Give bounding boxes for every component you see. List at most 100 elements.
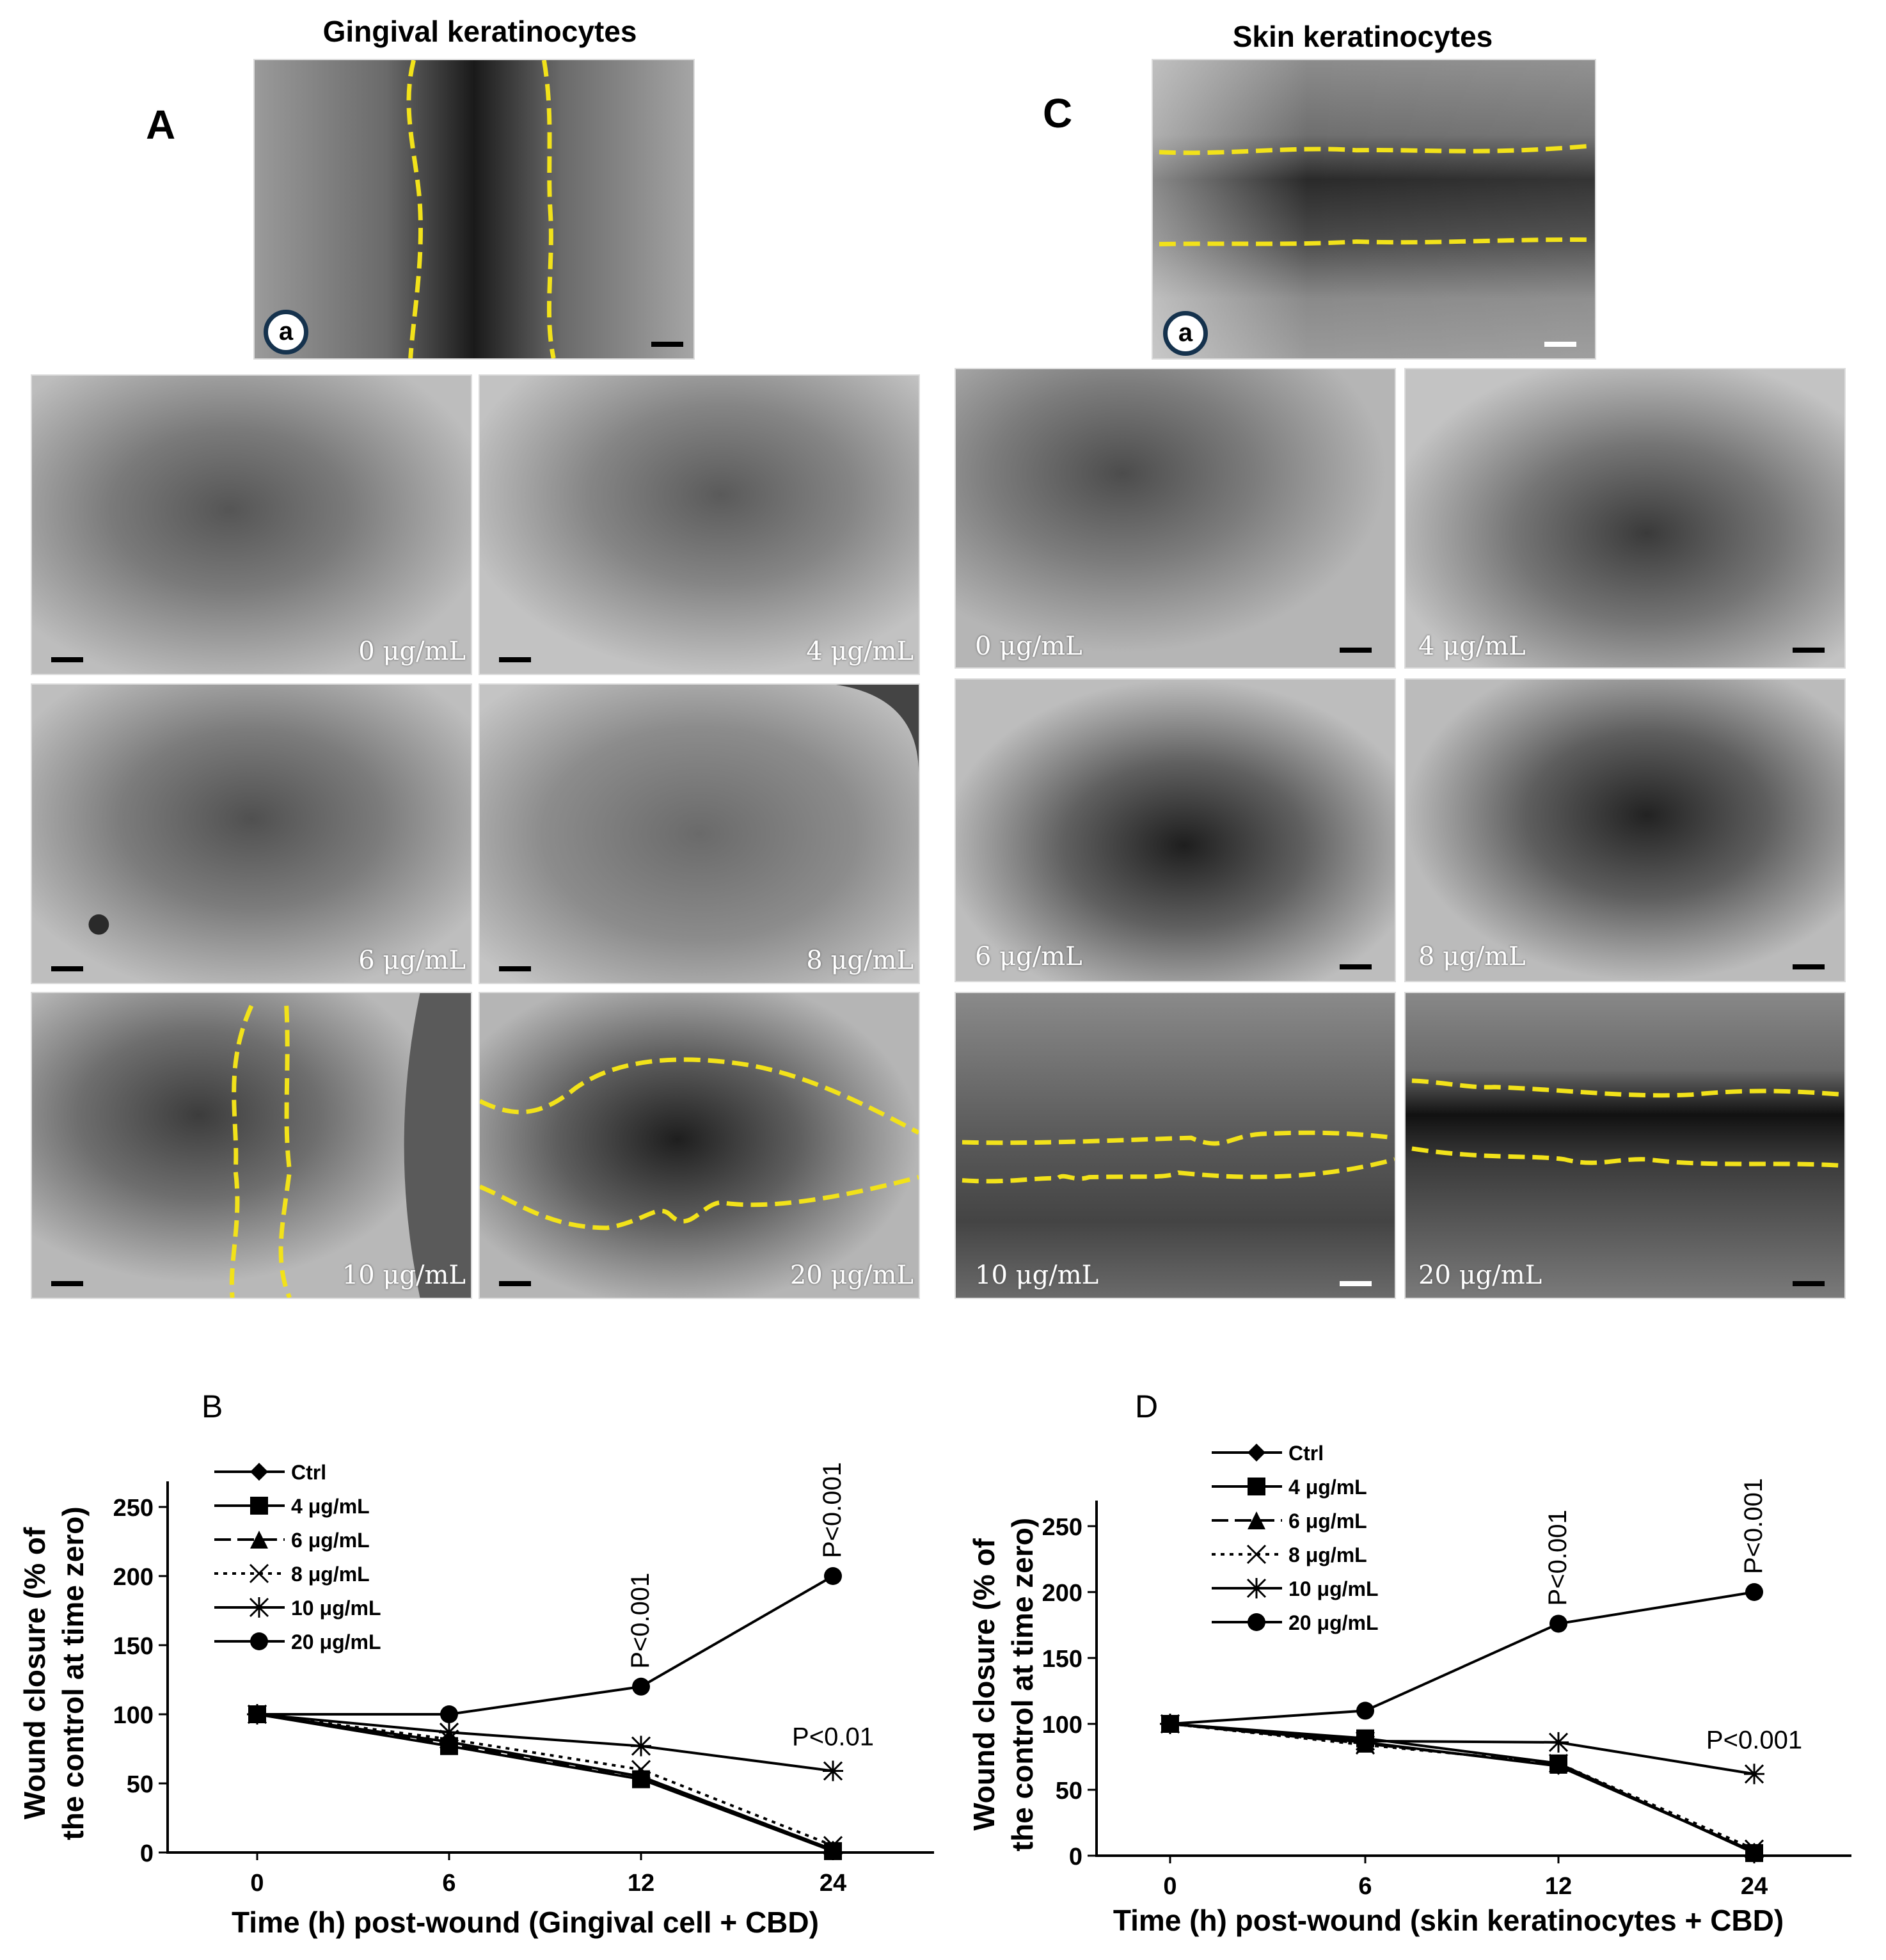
series-line (257, 1713, 834, 1847)
y-axis-label: the control at time zero) (56, 1506, 90, 1840)
x-tick-label: 24 (820, 1870, 846, 1897)
skin-panel-title: Skin keratinocytes (1232, 20, 1493, 53)
legend-label: 4 μg/mL (1288, 1476, 1367, 1499)
data-point (1745, 1842, 1763, 1861)
panel-letter-c: C (1043, 90, 1073, 136)
gingival-image-10: 10 μg/mL (31, 992, 472, 1299)
legend-marker (250, 1497, 268, 1515)
chart-d: D 0 50 100 150 200 250 0 6 12 24 Time (h) post-woun… (967, 1389, 1851, 1937)
concentration-label: 8 μg/mL (806, 946, 914, 975)
scale-bar (1340, 964, 1372, 969)
scale-bar (1793, 648, 1825, 653)
x-tick-label: 0 (1163, 1873, 1177, 1900)
concentration-label: 6 μg/mL (975, 942, 1082, 971)
data-point (631, 1760, 651, 1780)
y-tick-label: 0 (1069, 1844, 1082, 1870)
skin-reference-image: a (1152, 59, 1596, 360)
data-point (1744, 1839, 1764, 1859)
concentration-label: 0 μg/mL (358, 637, 466, 666)
x-tick-label: 24 (1741, 1873, 1768, 1900)
legend-label: 4 μg/mL (291, 1495, 370, 1518)
panel-letter: B (202, 1389, 223, 1424)
data-point (1549, 1614, 1567, 1633)
series-line (1169, 1591, 1755, 1725)
significance-annotation: P<0.001 (818, 1462, 846, 1558)
y-tick-label: 100 (1042, 1712, 1082, 1739)
y-tick-label: 150 (113, 1633, 154, 1660)
data-point (631, 1735, 651, 1757)
x-tick-label: 12 (628, 1870, 654, 1897)
x-axis-label: Time (h) post-wound (skin keratinocytes … (1113, 1904, 1784, 1937)
concentration-label: 10 μg/mL (342, 1261, 466, 1290)
x-axis-label: Time (h) post-wound (Gingival cell + CBD… (232, 1906, 819, 1939)
legend-marker (1248, 1613, 1265, 1631)
x-tick-label: 6 (442, 1870, 456, 1897)
legend-marker (250, 1632, 268, 1650)
x-tick-label: 12 (1545, 1873, 1572, 1900)
data-point (632, 1767, 650, 1786)
skin-image-20: 20 μg/mL (1404, 992, 1846, 1299)
scale-bar (1340, 648, 1372, 653)
gingival-reference-image: a (253, 59, 695, 360)
y-axis-label: the control at time zero) (1006, 1518, 1039, 1851)
legend-label: Ctrl (1288, 1442, 1324, 1465)
scale-bar (1544, 342, 1576, 347)
data-point (248, 1705, 266, 1723)
y-tick-label: 0 (140, 1840, 154, 1867)
y-tick-label: 50 (1056, 1778, 1082, 1805)
concentration-label: 4 μg/mL (1418, 632, 1526, 661)
skin-image-6: 6 μg/mL (955, 678, 1396, 982)
data-point (1745, 1583, 1763, 1601)
concentration-label: 20 μg/mL (1418, 1261, 1542, 1290)
data-point (440, 1705, 458, 1723)
series-line (1169, 1723, 1755, 1776)
scale-bar (51, 1281, 83, 1286)
data-point (1356, 1701, 1374, 1720)
gingival-image-8: 8 μg/mL (479, 683, 920, 984)
legend-label: 6 μg/mL (1288, 1510, 1367, 1533)
legend-label: 10 μg/mL (1288, 1577, 1379, 1600)
series-line (257, 1713, 834, 1851)
gingival-image-4: 4 μg/mL (479, 374, 920, 675)
significance-annotation: P<0.01 (792, 1723, 874, 1751)
legend-label: 10 μg/mL (291, 1597, 381, 1620)
series-line (257, 1713, 834, 1773)
y-tick-label: 250 (113, 1495, 154, 1522)
panel-letter-a: A (146, 102, 176, 148)
concentration-label: 4 μg/mL (806, 637, 914, 666)
series-line (1169, 1723, 1755, 1853)
data-point (823, 1836, 843, 1856)
panel-letter: D (1135, 1389, 1158, 1424)
scale-bar (499, 657, 531, 662)
legend-marker (250, 1463, 268, 1481)
gingival-reference-badge: a (264, 310, 308, 355)
concentration-label: 20 μg/mL (789, 1261, 914, 1290)
data-point (1161, 1715, 1179, 1733)
skin-image-0: 0 μg/mL (955, 368, 1396, 669)
concentration-label: 0 μg/mL (975, 632, 1082, 661)
y-axis-label: Wound closure (% of (18, 1527, 51, 1819)
y-tick-label: 200 (1042, 1580, 1082, 1607)
scale-bar (651, 342, 683, 347)
y-tick-label: 200 (113, 1564, 154, 1591)
legend-label: 8 μg/mL (1288, 1543, 1367, 1566)
skin-image-10: 10 μg/mL (955, 992, 1396, 1299)
significance-annotation: P<0.001 (1544, 1510, 1572, 1605)
y-tick-label: 250 (1042, 1514, 1082, 1541)
data-point (824, 1567, 842, 1585)
legend-label: 20 μg/mL (1288, 1611, 1379, 1634)
legend-marker (1248, 1444, 1265, 1462)
scale-bar (499, 1281, 531, 1286)
x-tick-label: 0 (250, 1870, 264, 1897)
data-point (824, 1840, 842, 1859)
concentration-label: 10 μg/mL (975, 1261, 1099, 1290)
legend-marker (1248, 1511, 1265, 1529)
legend-marker (250, 1531, 268, 1549)
y-tick-label: 100 (113, 1702, 154, 1729)
gingival-panel-title: Gingival keratinocytes (322, 15, 637, 48)
legend-label: Ctrl (291, 1461, 326, 1484)
concentration-label: 6 μg/mL (358, 946, 466, 975)
significance-annotation: P<0.001 (626, 1573, 654, 1669)
scale-bar (499, 966, 531, 971)
